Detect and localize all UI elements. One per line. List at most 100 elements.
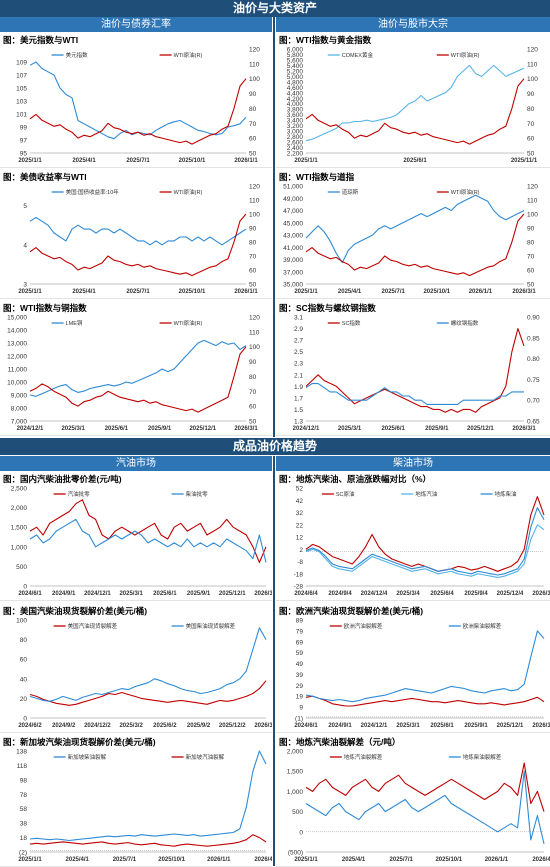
y-right-tick-label: 50 [249, 419, 257, 426]
y-tick-label: 1,500 [11, 525, 28, 532]
y-tick-label: 1.3 [294, 419, 303, 426]
y-tick-label: 11,000 [8, 367, 28, 374]
y-tick-label: 500 [16, 564, 27, 571]
x-tick-label: 2026/3/4 [532, 591, 550, 597]
x-tick-label: 2026/3/1 [254, 591, 272, 597]
chart-title: 图：SC指数与螺纹钢指数 [279, 303, 376, 313]
x-tick-label: 2026/1/1 [234, 289, 258, 295]
y-tick-label: 1.9 [294, 384, 303, 391]
legend-label: 螺纹钢指数 [451, 319, 479, 327]
y-tick-label: 78 [20, 792, 28, 799]
y-tick-label: 41,000 [283, 245, 303, 252]
y-tick-label: 49,000 [283, 196, 303, 203]
chart-title: 图：WTI指数与道指 [279, 172, 355, 182]
y-right-tick-label: 100 [249, 212, 260, 219]
x-tick-label: 2025/1/1 [18, 857, 42, 863]
chart-panel: 图：国内汽柴油批零价差(元/吨) 0 500 1,000 1,500 2,000 2,500… [0, 472, 272, 601]
y-tick-label: 5,600 [287, 57, 304, 64]
y-right-tick-label: 100 [527, 76, 538, 83]
y-tick-label: 39 [296, 672, 304, 679]
x-tick-label: 2024/9/1 [52, 591, 76, 597]
top-left-subheader: 油价与债券汇率 [0, 17, 272, 32]
x-tick-label: 2025/12/1 [497, 723, 524, 729]
legend-label: WTI原油(R) [174, 188, 203, 196]
y-right-tick-label: 90 [249, 359, 257, 366]
chart-svg: 0 20 40 60 80 100 2024/6/2 2024/9/2 2024/12/2 202… [16, 618, 272, 730]
y-tick-label: 5,200 [287, 68, 304, 75]
y-right-tick-label: 50 [249, 151, 257, 158]
y-tick-label: 1.5 [294, 407, 303, 414]
y-tick-label: 100 [16, 618, 27, 625]
y-right-tick-label: 120 [249, 184, 260, 191]
y-tick-label: 3,800 [287, 107, 304, 114]
series-line [305, 194, 525, 264]
x-tick-label: 2026/1/1 [207, 857, 231, 863]
y-tick-label: 51,000 [283, 184, 303, 191]
y-right-tick-label: 100 [249, 344, 260, 351]
x-tick-label: 2025/3/1 [62, 426, 86, 432]
y-tick-label: 3,400 [287, 118, 304, 125]
y-right-tick-label: 80 [527, 106, 535, 113]
x-tick-label: 2025/10/1 [179, 289, 206, 295]
y-right-tick-label: 60 [249, 404, 257, 411]
legend-label: SC指数 [342, 319, 361, 327]
chart-svg: 35,000 37,000 39,000 41,000 43,000 45,000 47,0… [283, 184, 538, 296]
x-tick-label: 2025/1/1 [294, 857, 318, 863]
y-right-tick-label: 110 [527, 198, 538, 205]
chart-panel: 图：WTI指数与黄金指数 2,200 2,400 2,600 2,800 3,000 3,2… [276, 33, 550, 168]
y-tick-label: 6,000 [287, 47, 304, 54]
y-right-tick-label: 90 [249, 91, 257, 98]
chart-panel: 图：新加坡汽柴油现货裂解价差(美元/桶) (2) 18 38 58 78 98 118 138 2… [0, 735, 272, 867]
y-tick-label: 14,000 [7, 328, 27, 335]
y-tick-label: 5,400 [287, 63, 304, 70]
chart-title: 图：WTI指数与铜指数 [3, 303, 87, 313]
x-tick-label: 2025/7/1 [126, 158, 150, 164]
x-tick-label: 2025/10/1 [179, 158, 206, 164]
y-tick-label: 43,000 [283, 233, 303, 240]
legend-label: 地炼柴油 [495, 490, 518, 498]
mid-left-subheader: 汽油市场 [0, 456, 272, 471]
y-tick-label: 118 [17, 763, 28, 770]
mid-right-subheader: 柴油市场 [276, 456, 550, 471]
y-right-tick-label: 0.70 [527, 398, 540, 405]
x-tick-label: 2025/1/1 [294, 158, 318, 164]
x-tick-label: 2024/6/1 [294, 723, 318, 729]
x-tick-label: 2024/12/2 [84, 723, 111, 729]
y-tick-label: 97 [20, 138, 28, 145]
top-banner: 油价与大类资产 [0, 0, 550, 17]
series-line [305, 507, 545, 576]
y-right-tick-label: 120 [249, 315, 260, 322]
y-tick-label: 2,500 [11, 486, 28, 493]
y-tick-label: 9,000 [11, 393, 28, 400]
y-tick-label: 13,000 [7, 341, 27, 348]
x-tick-label: 2025/9/4 [464, 591, 488, 597]
x-tick-label: 2025/9/1 [148, 426, 172, 432]
legend-label: WTI原油(R) [451, 188, 480, 196]
y-tick-label: 2.7 [294, 338, 303, 345]
series-line [305, 496, 545, 572]
legend-label: 欧洲汽油裂解差 [344, 622, 383, 630]
x-tick-label: 2025/6/1 [403, 158, 427, 164]
x-tick-label: 2025/3/4 [396, 591, 420, 597]
x-tick-label: 2024/12/4 [361, 591, 388, 597]
y-tick-label: 1.7 [294, 395, 303, 402]
y-tick-label: 105 [16, 86, 27, 93]
y-tick-label: 49 [296, 661, 304, 668]
y-tick-label: 58 [20, 806, 28, 813]
y-tick-label: 40 [20, 676, 28, 683]
chart-title: 图：地炼汽柴油裂解差（元/吨） [279, 737, 401, 747]
y-tick-label: -8 [297, 559, 303, 566]
y-tick-label: 5,000 [287, 74, 304, 81]
x-tick-label: 2025/12/2 [219, 723, 246, 729]
column-divider-top [273, 17, 275, 437]
x-tick-label: 2025/11/1 [511, 158, 538, 164]
chart-title: 图：美国汽柴油现货裂解价差(美元/桶) [3, 606, 148, 616]
y-tick-label: 20 [20, 696, 28, 703]
y-right-tick-label: 0.90 [527, 315, 540, 322]
y-right-tick-label: 80 [527, 240, 535, 247]
legend-label: 地炼汽油 [415, 490, 438, 498]
y-right-tick-label: 120 [527, 184, 538, 191]
y-tick-label: 39,000 [283, 257, 303, 264]
y-right-tick-label: 60 [527, 268, 535, 275]
y-right-tick-label: 50 [527, 151, 535, 158]
